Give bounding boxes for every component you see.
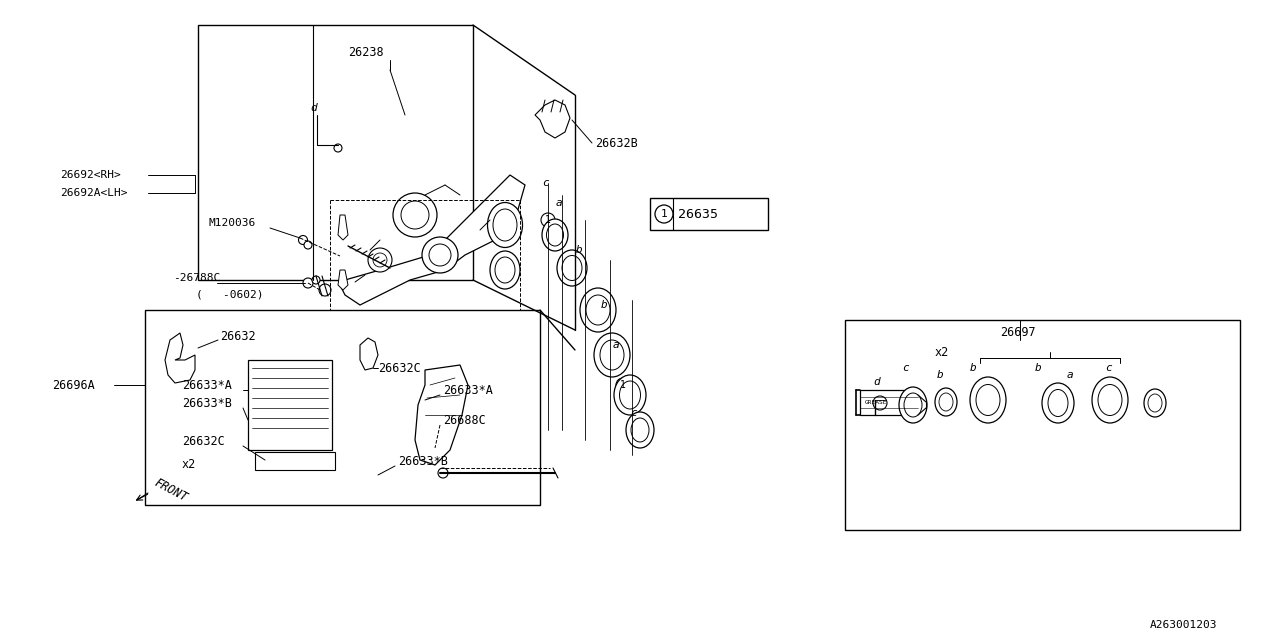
Text: d: d [310,103,316,113]
Bar [845,320,1240,530]
Ellipse shape [488,202,522,248]
Circle shape [655,205,673,223]
Text: b: b [970,363,977,373]
Text: 26633*B: 26633*B [182,397,232,410]
Polygon shape [340,175,525,305]
Text: 26633*A: 26633*A [443,383,493,397]
Ellipse shape [1042,383,1074,423]
Text: 26688C: 26688C [443,413,485,426]
Ellipse shape [490,251,520,289]
Circle shape [438,468,448,478]
Text: 26633*B: 26633*B [398,454,448,467]
Ellipse shape [970,377,1006,423]
Ellipse shape [557,250,588,286]
Text: -26788C: -26788C [173,273,220,283]
Text: 26696A: 26696A [52,378,95,392]
Text: x2: x2 [182,458,196,470]
Text: a: a [1068,370,1074,380]
Ellipse shape [1098,385,1123,415]
Text: b: b [602,300,608,310]
Circle shape [393,193,436,237]
Text: a: a [613,340,620,350]
Text: c: c [630,408,636,418]
Circle shape [616,378,630,392]
Polygon shape [165,333,195,383]
Polygon shape [255,452,335,470]
Circle shape [372,253,387,267]
Ellipse shape [614,375,646,415]
Ellipse shape [1092,377,1128,423]
Ellipse shape [1148,394,1162,412]
Text: c: c [902,363,909,373]
Ellipse shape [977,385,1000,415]
Circle shape [873,396,887,410]
Circle shape [298,236,307,244]
Circle shape [369,248,392,272]
Text: 26697: 26697 [1000,326,1036,339]
Text: d: d [873,377,879,387]
Ellipse shape [541,219,568,251]
Ellipse shape [904,393,922,417]
Text: c: c [1105,363,1112,373]
Circle shape [312,276,320,284]
Text: FRONT: FRONT [152,476,189,504]
Polygon shape [415,365,468,465]
Circle shape [429,244,451,266]
Text: 26632C: 26632C [182,435,225,447]
Polygon shape [248,360,332,450]
Circle shape [422,237,458,273]
Ellipse shape [631,418,649,442]
Bar [860,390,918,415]
Polygon shape [360,338,378,370]
Polygon shape [338,215,348,240]
Ellipse shape [493,209,517,241]
Text: 1: 1 [545,215,550,225]
Text: GREASE: GREASE [865,399,887,404]
Ellipse shape [594,333,630,377]
Text: a: a [556,198,563,208]
Text: 26635: 26635 [678,207,718,221]
Text: x2: x2 [934,346,950,358]
Ellipse shape [626,412,654,448]
Ellipse shape [899,387,927,423]
Ellipse shape [495,257,515,283]
Ellipse shape [580,288,616,332]
Text: b: b [937,370,943,380]
Text: 1: 1 [660,209,667,219]
Bar [650,198,768,230]
Circle shape [334,144,342,152]
Text: 26692<RH>: 26692<RH> [60,170,120,180]
Polygon shape [338,270,348,290]
Text: 26632: 26632 [220,330,256,342]
Circle shape [305,241,312,249]
Text: b: b [576,245,582,255]
Ellipse shape [600,340,625,370]
Ellipse shape [620,381,640,409]
Text: M120036: M120036 [209,218,255,228]
Circle shape [541,213,556,227]
Ellipse shape [1048,390,1068,417]
Bar [145,310,540,505]
Ellipse shape [1144,389,1166,417]
Text: 26633*A: 26633*A [182,378,232,392]
Ellipse shape [562,255,582,280]
Text: 1: 1 [620,380,626,390]
Text: 26692A<LH>: 26692A<LH> [60,188,128,198]
Ellipse shape [940,393,954,411]
Polygon shape [535,100,570,138]
Text: 26238: 26238 [348,45,384,58]
Bar [198,25,474,280]
Text: A263001203: A263001203 [1149,620,1217,630]
Text: b: b [1036,363,1042,373]
Text: 26632B: 26632B [595,136,637,150]
Text: 26632C: 26632C [378,362,421,374]
Circle shape [401,201,429,229]
Circle shape [303,278,314,288]
Text: (   -0602): ( -0602) [196,289,264,299]
Ellipse shape [547,224,563,246]
Circle shape [319,284,332,296]
Ellipse shape [934,388,957,416]
Ellipse shape [586,295,611,325]
Text: c: c [541,178,549,188]
